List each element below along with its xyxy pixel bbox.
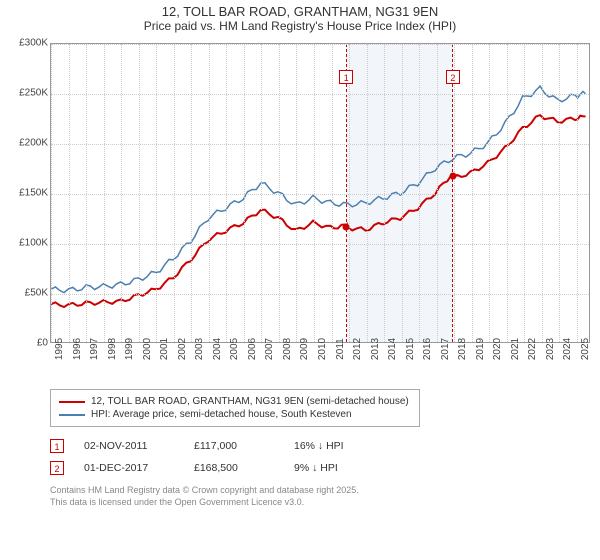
y-tick-label: £50K xyxy=(8,288,48,299)
legend-row: HPI: Average price, semi-detached house,… xyxy=(59,408,411,421)
x-tick-label: 2011 xyxy=(335,338,346,360)
x-tick-label: 1999 xyxy=(124,338,135,360)
sale-dot xyxy=(343,224,350,231)
x-tick-label: 2021 xyxy=(510,338,521,360)
x-tick-label: 2024 xyxy=(562,338,573,360)
chart-marker: 2 xyxy=(446,70,460,84)
sale-price: £117,000 xyxy=(194,440,274,452)
legend-row: 12, TOLL BAR ROAD, GRANTHAM, NG31 9EN (s… xyxy=(59,395,411,408)
footer: Contains HM Land Registry data © Crown c… xyxy=(50,485,600,508)
x-tick-label: 2019 xyxy=(475,338,486,360)
title-block: 12, TOLL BAR ROAD, GRANTHAM, NG31 9EN Pr… xyxy=(0,0,600,35)
sale-date: 01-DEC-2017 xyxy=(84,462,174,474)
legend-label: 12, TOLL BAR ROAD, GRANTHAM, NG31 9EN (s… xyxy=(91,396,409,407)
footer-line2: This data is licensed under the Open Gov… xyxy=(50,497,600,509)
x-tick-label: 1997 xyxy=(89,338,100,360)
x-tick-label: 2017 xyxy=(440,338,451,360)
x-tick-label: 2013 xyxy=(370,338,381,360)
y-tick-label: £200K xyxy=(8,138,48,149)
y-tick-label: £150K xyxy=(8,188,48,199)
x-tick-label: 2025 xyxy=(580,338,591,360)
legend-swatch xyxy=(59,401,85,403)
x-tick-label: 2005 xyxy=(229,338,240,360)
sale-date: 02-NOV-2011 xyxy=(84,440,174,452)
x-tick-label: 2003 xyxy=(194,338,205,360)
x-tick-label: 2008 xyxy=(282,338,293,360)
x-tick-label: 2010 xyxy=(317,338,328,360)
chart-area: 12 £0£50K£100K£150K£200K£250K£300K199519… xyxy=(8,35,598,385)
sale-price: £168,500 xyxy=(194,462,274,474)
x-tick-label: 2006 xyxy=(247,338,258,360)
plot-inner: 12 xyxy=(51,44,589,342)
x-tick-label: 1998 xyxy=(107,338,118,360)
x-tick-label: 2012 xyxy=(352,338,363,360)
x-tick-label: 2001 xyxy=(159,338,170,360)
title-address: 12, TOLL BAR ROAD, GRANTHAM, NG31 9EN xyxy=(0,4,600,19)
x-tick-label: 2009 xyxy=(299,338,310,360)
sales-table: 1 02-NOV-2011 £117,000 16% ↓ HPI 2 01-DE… xyxy=(50,435,600,479)
x-tick-label: 2022 xyxy=(527,338,538,360)
sale-marker: 2 xyxy=(50,461,64,475)
legend: 12, TOLL BAR ROAD, GRANTHAM, NG31 9EN (s… xyxy=(50,389,420,427)
series-line xyxy=(51,86,586,293)
title-subtitle: Price paid vs. HM Land Registry's House … xyxy=(0,19,600,33)
line-series xyxy=(51,44,589,342)
x-tick-label: 2015 xyxy=(405,338,416,360)
y-tick-label: £250K xyxy=(8,88,48,99)
x-tick-label: 2014 xyxy=(387,338,398,360)
sale-row: 1 02-NOV-2011 £117,000 16% ↓ HPI xyxy=(50,435,600,457)
x-tick-label: 2018 xyxy=(457,338,468,360)
plot: 12 xyxy=(50,43,590,343)
sale-diff: 16% ↓ HPI xyxy=(294,440,384,452)
sale-diff: 9% ↓ HPI xyxy=(294,462,384,474)
legend-swatch xyxy=(59,414,85,416)
y-tick-label: £300K xyxy=(8,38,48,49)
x-tick-label: 1996 xyxy=(72,338,83,360)
sale-dot xyxy=(449,172,456,179)
x-tick-label: 2002 xyxy=(177,338,188,360)
sale-marker: 1 xyxy=(50,439,64,453)
y-tick-label: £0 xyxy=(8,338,48,349)
footer-line1: Contains HM Land Registry data © Crown c… xyxy=(50,485,600,497)
chart-container: 12, TOLL BAR ROAD, GRANTHAM, NG31 9EN Pr… xyxy=(0,0,600,560)
chart-marker: 1 xyxy=(339,70,353,84)
y-tick-label: £100K xyxy=(8,238,48,249)
x-tick-label: 2016 xyxy=(422,338,433,360)
sale-row: 2 01-DEC-2017 £168,500 9% ↓ HPI xyxy=(50,457,600,479)
x-tick-label: 1995 xyxy=(54,338,65,360)
x-tick-label: 2020 xyxy=(492,338,503,360)
x-tick-label: 2007 xyxy=(264,338,275,360)
x-tick-label: 2000 xyxy=(142,338,153,360)
x-tick-label: 2004 xyxy=(212,338,223,360)
legend-label: HPI: Average price, semi-detached house,… xyxy=(91,409,352,420)
x-tick-label: 2023 xyxy=(545,338,556,360)
